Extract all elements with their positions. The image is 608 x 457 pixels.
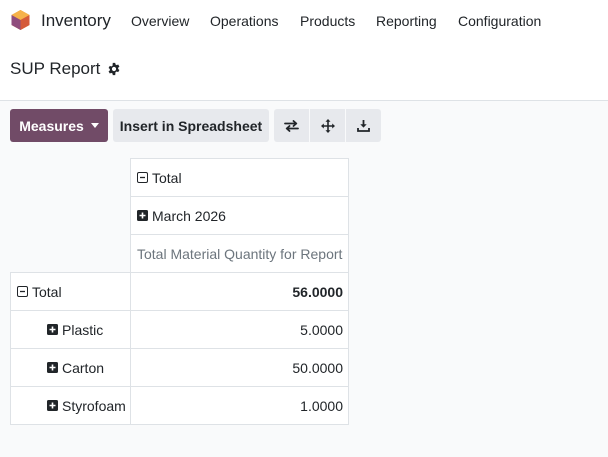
nav-item-reporting[interactable]: Reporting xyxy=(376,13,437,29)
expand-all-icon xyxy=(320,118,335,133)
measure-header[interactable]: Total Material Quantity for Report xyxy=(130,234,349,273)
page-title: SUP Report xyxy=(10,59,101,78)
cell-carton-value-text: 50.0000 xyxy=(292,359,343,376)
expand-all-button[interactable] xyxy=(310,109,345,142)
top-navbar: Inventory Overview Operations Products R… xyxy=(0,0,608,42)
gear-icon[interactable] xyxy=(107,62,121,76)
row-header-total[interactable]: Total xyxy=(10,272,131,311)
nav-item-configuration[interactable]: Configuration xyxy=(458,13,542,29)
col-header-total-label: Total xyxy=(152,169,182,186)
app-name[interactable]: Inventory xyxy=(41,11,111,30)
expand-plus-icon xyxy=(137,210,148,221)
header-divider xyxy=(0,100,608,101)
cell-styrofoam-value[interactable]: 1.0000 xyxy=(130,386,349,425)
cell-plastic-value-text: 5.0000 xyxy=(300,321,343,338)
row-header-carton-label: Carton xyxy=(62,359,105,376)
row-header-styrofoam[interactable]: Styrofoam xyxy=(10,386,131,425)
odoo-app-hexagon-icon[interactable] xyxy=(10,9,31,31)
cell-carton-value[interactable]: 50.0000 xyxy=(130,348,349,387)
expand-plus-icon xyxy=(47,362,58,373)
col-header-month[interactable]: March 2026 xyxy=(130,196,349,235)
nav-item-operations[interactable]: Operations xyxy=(210,13,279,29)
row-header-total-label: Total xyxy=(32,283,62,300)
flip-axis-icon xyxy=(284,119,299,132)
measures-button[interactable]: Measures xyxy=(10,109,108,142)
flip-axis-button[interactable] xyxy=(274,109,309,142)
nav-item-overview[interactable]: Overview xyxy=(131,13,190,29)
measures-button-label: Measures xyxy=(19,117,84,134)
cell-total-value-text: 56.0000 xyxy=(292,283,343,300)
download-icon xyxy=(357,120,370,132)
expand-plus-icon xyxy=(47,400,58,411)
row-header-plastic-label: Plastic xyxy=(62,321,104,338)
cell-styrofoam-value-text: 1.0000 xyxy=(300,397,343,414)
insert-in-spreadsheet-button[interactable]: Insert in Spreadsheet xyxy=(113,109,269,142)
page-title-row: SUP Report xyxy=(10,59,121,79)
expand-plus-icon xyxy=(47,324,58,335)
measure-header-label: Total Material Quantity for Report xyxy=(137,245,343,262)
collapse-minus-icon xyxy=(17,286,28,297)
col-header-month-label: March 2026 xyxy=(152,207,226,224)
collapse-minus-icon xyxy=(137,172,148,183)
nav-item-products[interactable]: Products xyxy=(300,13,356,29)
row-header-plastic[interactable]: Plastic xyxy=(10,310,131,349)
row-header-carton[interactable]: Carton xyxy=(10,348,131,387)
cell-total-value[interactable]: 56.0000 xyxy=(130,272,349,311)
col-header-total[interactable]: Total xyxy=(130,158,349,197)
insert-in-spreadsheet-label: Insert in Spreadsheet xyxy=(119,117,263,134)
row-header-styrofoam-label: Styrofoam xyxy=(62,397,126,414)
caret-down-icon xyxy=(90,123,99,128)
download-button[interactable] xyxy=(346,109,381,142)
cell-plastic-value[interactable]: 5.0000 xyxy=(130,310,349,349)
